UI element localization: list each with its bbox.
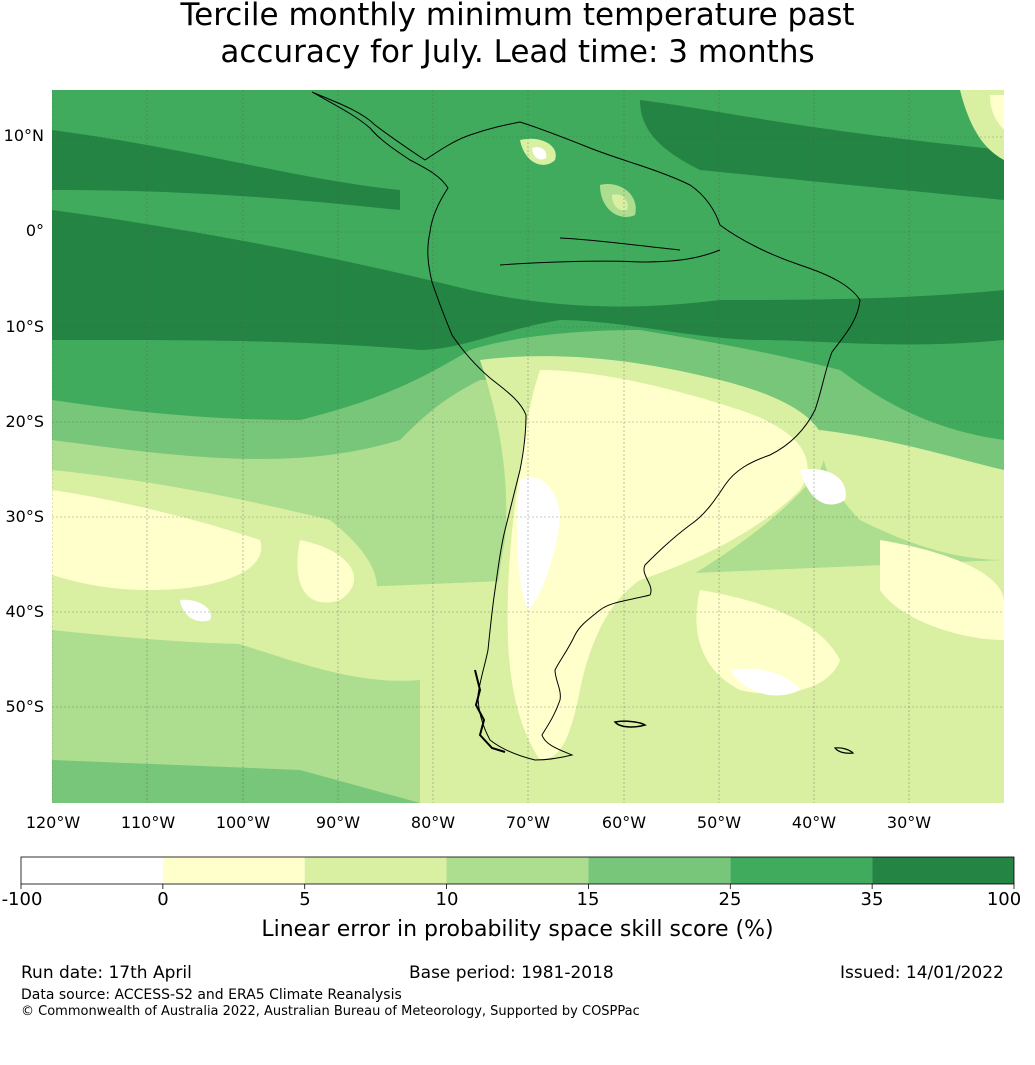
lon-label-120w: 120°W: [25, 813, 81, 832]
colorbar-segment-5_10: [304, 857, 447, 884]
colorbar-segment-0_5: [162, 857, 305, 884]
colorbar-tick-100: 100: [986, 889, 1022, 910]
colorbar-segment-10_15: [446, 857, 589, 884]
colorbar-segment-25_35: [730, 857, 873, 884]
skill-region-below_0: [730, 668, 800, 696]
colorbar-tick-10: 10: [435, 889, 459, 910]
colorbar-tick-15: 15: [576, 889, 600, 910]
colorbar-frame: [20, 856, 1015, 885]
river-line: [499, 249, 721, 266]
lon-label-60w: 60°W: [601, 813, 647, 832]
coastline: [311, 91, 861, 761]
issued-date: Issued: 14/01/2022: [840, 963, 1004, 983]
chart-title-line-2: accuracy for July. Lead time: 3 months: [220, 34, 815, 70]
lat-label-40s: 40°S: [5, 602, 44, 621]
lat-label-10s: 10°S: [5, 317, 44, 336]
skill-region-0_5: [880, 540, 1004, 640]
colorbar-tick-minus100: -100: [1, 889, 43, 910]
map-gridlines: [52, 90, 1004, 803]
lon-label-110w: 110°W: [120, 813, 176, 832]
lon-label-100w: 100°W: [215, 813, 271, 832]
lon-label-70w: 70°W: [505, 813, 551, 832]
skill-region-below_0: [532, 147, 547, 160]
colorbar-tick-35: 35: [860, 889, 884, 910]
colorbar-tick-25: 25: [718, 889, 742, 910]
colorbar-segment-15_25: [588, 857, 731, 884]
chile-islands-outline: [474, 669, 506, 753]
run-date: Run date: 17th April: [21, 963, 192, 983]
lat-label-10n: 10°N: [3, 126, 44, 145]
falkland-islands-outline: [613, 720, 647, 728]
lat-label-30s: 30°S: [5, 507, 44, 526]
skill-region-below_0: [180, 599, 211, 622]
skill-region-10_15: [52, 617, 420, 803]
colorbar-segment-below_0: [21, 857, 163, 884]
lat-label-50s: 50°S: [5, 697, 44, 716]
data-source: Data source: ACCESS-S2 and ERA5 Climate …: [21, 987, 402, 1003]
chart-title-line-1: Tercile monthly minimum temperature past: [180, 0, 855, 33]
colorbar-tick-0: 0: [157, 889, 169, 910]
lon-label-30w: 30°W: [886, 813, 932, 832]
lon-label-50w: 50°W: [696, 813, 742, 832]
skill-region-35_100: [640, 100, 1004, 200]
copyright: © Commonwealth of Australia 2022, Austra…: [21, 1004, 640, 1019]
south-georgia-outline: [833, 747, 855, 754]
continent-outline: [311, 91, 861, 761]
skill-region-15_25: [52, 760, 420, 803]
lat-label-0: 0°: [25, 221, 44, 240]
river-line: [559, 237, 681, 251]
colorbar-segment-35_100: [872, 857, 1014, 884]
colorbar-label: Linear error in probability space skill …: [261, 917, 774, 942]
skill-region-5_10: [820, 430, 1004, 560]
lon-label-90w: 90°W: [315, 813, 361, 832]
lon-label-80w: 80°W: [410, 813, 456, 832]
skill-region-35_100: [52, 130, 400, 210]
lat-label-20s: 20°S: [5, 412, 44, 431]
skill-region-0_5: [297, 540, 355, 603]
skill-region-0_5: [507, 370, 808, 760]
base-period: Base period: 1981-2018: [409, 963, 614, 983]
colorbar-tick-5: 5: [299, 889, 311, 910]
skill-region-0_5: [696, 590, 840, 694]
skill-region-0_5: [990, 95, 1004, 130]
skill-region-below_0: [800, 469, 846, 505]
lon-label-40w: 40°W: [791, 813, 837, 832]
skill-field-regions: [52, 90, 1004, 803]
skill-region-35_100: [52, 210, 1004, 350]
skill-region-0_5: [52, 490, 262, 590]
